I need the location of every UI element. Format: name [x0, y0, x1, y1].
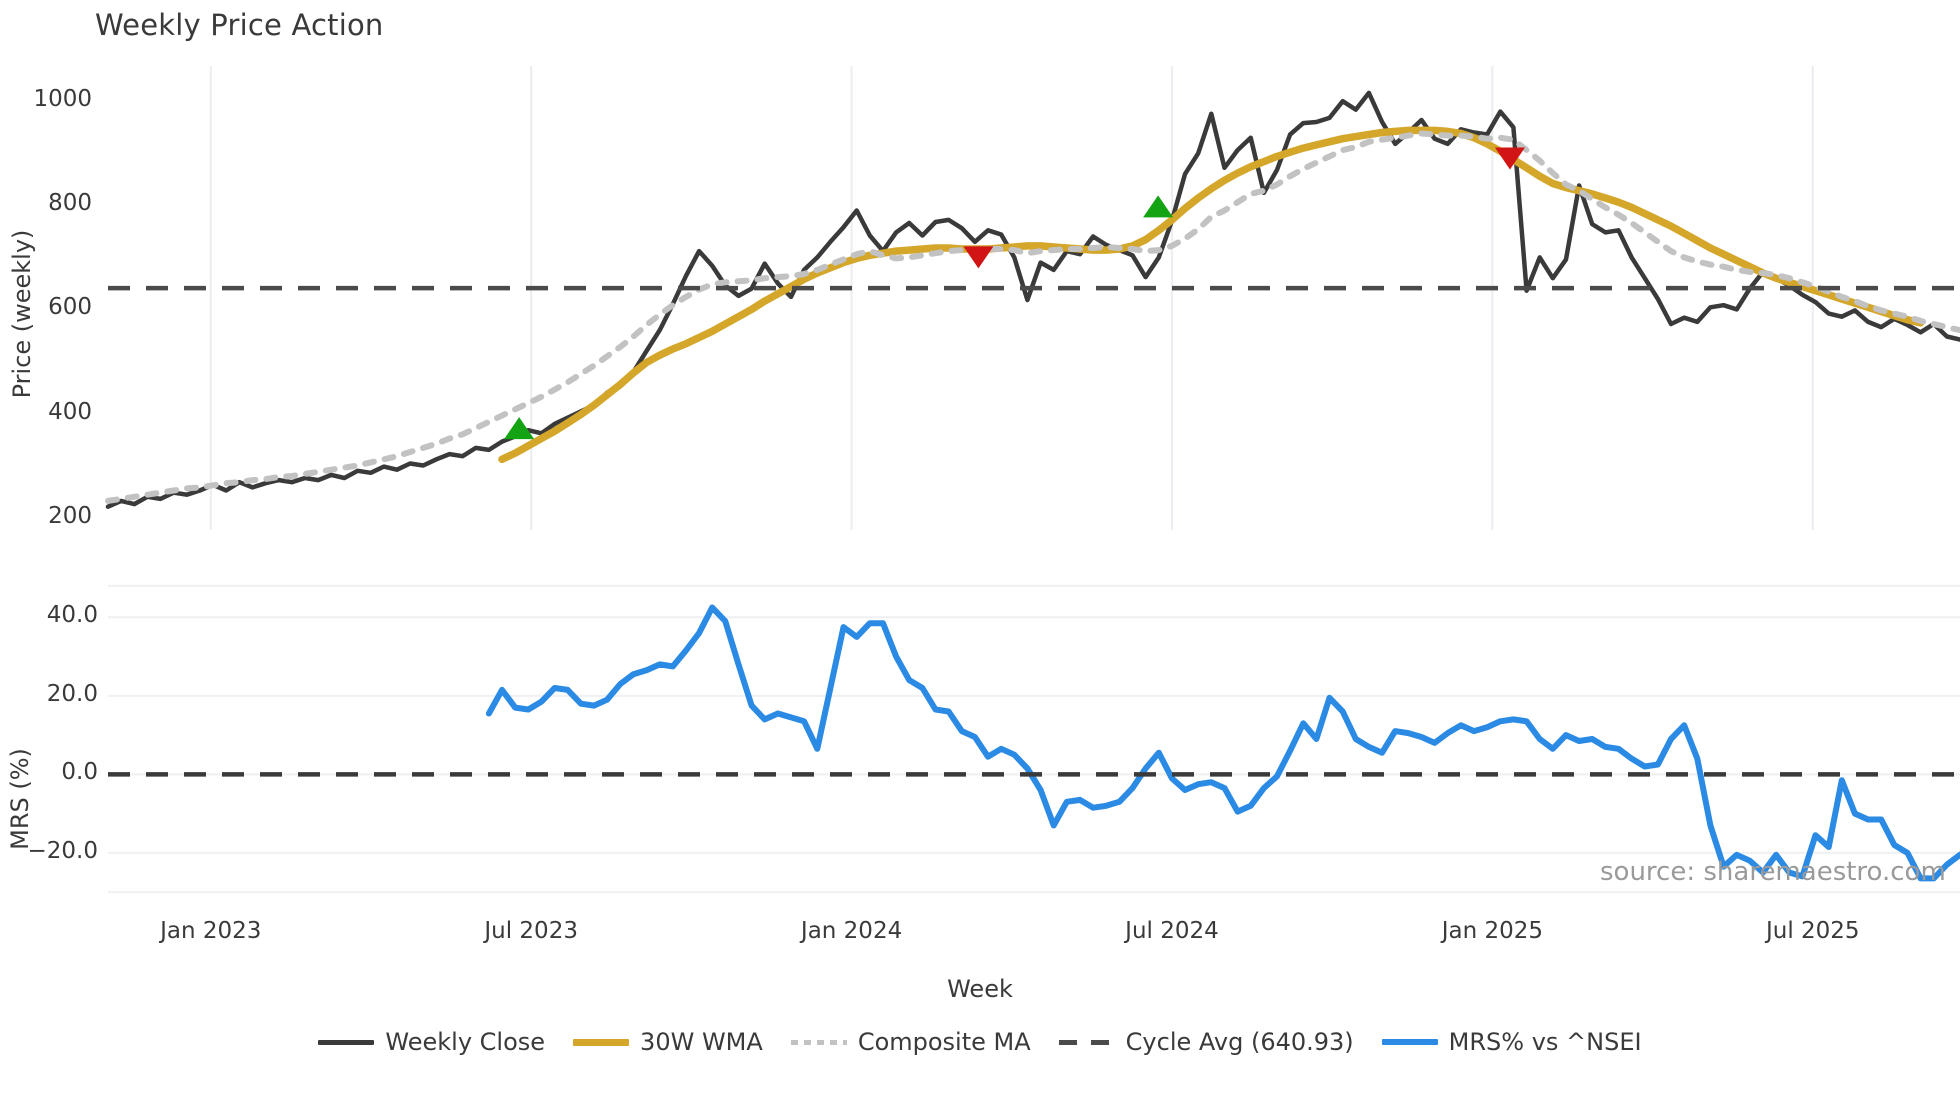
price-y-tick: 200 [48, 502, 92, 529]
mrs-panel-gridlines [108, 584, 1960, 894]
legend-item[interactable]: Weekly Close [318, 1028, 545, 1056]
legend-swatch-icon [1058, 1039, 1115, 1045]
x-axis-tick: Jan 2023 [160, 918, 262, 944]
price-series-group [105, 90, 1960, 509]
mrs-y-tick: 40.0 [46, 602, 98, 629]
x-axis-tick: Jan 2025 [1441, 918, 1544, 944]
sell-signal-marker [1494, 147, 1525, 170]
mrs-y-tick: 20.0 [46, 680, 98, 707]
mrs-series-group [485, 604, 1960, 882]
buy-signal-marker [1143, 195, 1174, 218]
x-axis-tick: Jul 2024 [1125, 918, 1219, 944]
price-panel-gridlines [209, 66, 1814, 530]
legend-item[interactable]: Cycle Avg (640.93) [1058, 1028, 1354, 1056]
legend-swatch-icon [318, 1039, 375, 1045]
x-axis-tick: Jul 2023 [484, 918, 578, 944]
x-axis-tick: Jan 2024 [800, 918, 903, 944]
price-y-tick: 1000 [33, 86, 92, 113]
buy-signal-marker [504, 417, 535, 440]
chart-title: Weekly Price Action [95, 8, 384, 42]
sell-signal-marker [963, 246, 994, 269]
price-y-tick: 800 [48, 190, 92, 217]
legend-label: Cycle Avg (640.93) [1125, 1028, 1354, 1056]
x-axis-tick: Jul 2025 [1765, 918, 1860, 944]
legend-label: Weekly Close [385, 1028, 546, 1056]
price-y-tick: 400 [48, 398, 92, 425]
legend-label: 30W WMA [640, 1028, 763, 1056]
legend-swatch-icon [1381, 1039, 1438, 1045]
legend-label: Composite MA [857, 1028, 1031, 1056]
price-y-tick: 600 [48, 294, 92, 321]
chart-legend: Weekly Close 30W WMA Composite MA Cycle Avg… [0, 1028, 1960, 1056]
mrs-y-tick: −20.0 [27, 837, 98, 864]
legend-label: MRS% vs ^NSEI [1448, 1028, 1642, 1056]
x-axis-label: Week [947, 975, 1013, 1003]
legend-item[interactable]: Composite MA [790, 1028, 1031, 1056]
legend-item[interactable]: 30W WMA [573, 1028, 763, 1056]
legend-swatch-icon [790, 1039, 847, 1045]
mrs-y-tick: 0.0 [61, 759, 98, 786]
legend-swatch-icon [573, 1038, 630, 1046]
signal-markers-group [504, 147, 1525, 440]
legend-item[interactable]: MRS% vs ^NSEI [1381, 1028, 1642, 1056]
